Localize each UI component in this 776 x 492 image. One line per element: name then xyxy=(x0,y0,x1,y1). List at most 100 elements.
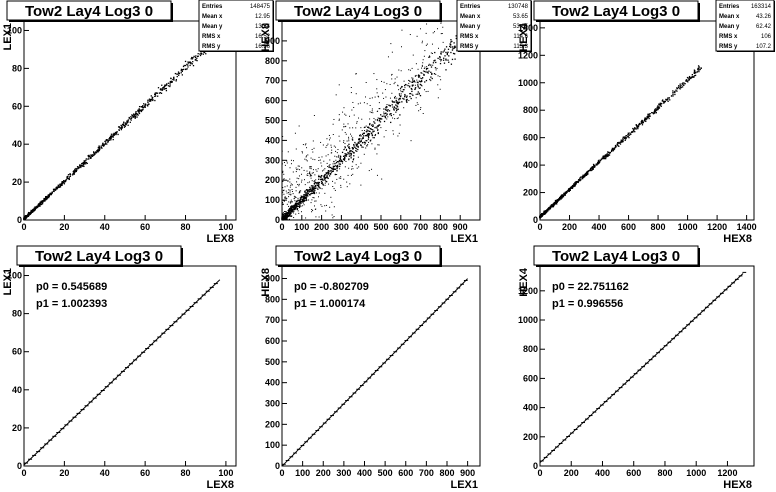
scatter-point xyxy=(82,165,84,167)
scatter-point xyxy=(293,160,295,162)
scatter-point xyxy=(321,178,323,180)
scatter-point xyxy=(313,147,315,149)
scatter-point xyxy=(301,179,303,181)
scatter-point xyxy=(665,98,667,101)
scatter-point xyxy=(366,103,368,105)
scatter-point xyxy=(352,147,354,149)
scatter-point xyxy=(313,183,315,185)
scatter-point xyxy=(98,149,100,152)
scatter-point xyxy=(450,41,452,43)
scatter-point xyxy=(580,179,582,181)
scatter-point xyxy=(406,100,408,102)
scatter-point xyxy=(433,73,436,75)
scatter-point xyxy=(355,73,357,75)
scatter-point xyxy=(133,114,135,116)
scatter-point xyxy=(117,133,119,136)
scatter-point xyxy=(693,76,695,78)
scatter-point xyxy=(55,188,57,190)
scatter-point xyxy=(574,184,576,186)
scatter-point xyxy=(678,87,680,89)
scatter-point xyxy=(590,167,592,169)
scatter-point xyxy=(187,61,189,63)
scatter-point xyxy=(440,79,442,81)
scatter-point xyxy=(366,140,368,142)
scatter-point xyxy=(637,127,639,130)
scatter-point xyxy=(697,69,699,71)
scatter-point xyxy=(282,203,284,205)
scatter-point xyxy=(421,65,423,67)
scatter-point xyxy=(445,58,447,60)
scatter-point xyxy=(299,191,301,193)
scatter-point xyxy=(327,170,330,172)
scatter-point xyxy=(607,153,609,156)
stats-label: Mean y xyxy=(202,24,223,30)
scatter-point xyxy=(313,192,316,195)
scatter-point xyxy=(401,46,403,48)
scatter-point xyxy=(366,129,368,131)
y-tick-label: 100 xyxy=(7,271,22,281)
scatter-point xyxy=(57,186,59,188)
scatter-point xyxy=(324,182,326,184)
scatter-point xyxy=(62,181,65,184)
scatter-point xyxy=(439,88,441,90)
scatter-point xyxy=(192,56,194,59)
stats-label: RMS x xyxy=(719,34,738,40)
scatter-point xyxy=(297,208,299,210)
scatter-point xyxy=(164,84,167,86)
scatter-point xyxy=(289,178,291,180)
scatter-point xyxy=(556,199,558,201)
scatter-point xyxy=(100,146,103,149)
scatter-point xyxy=(417,75,420,77)
stats-value: 43.26 xyxy=(756,14,772,20)
scatter-point xyxy=(66,177,68,179)
stats-label: RMS x xyxy=(202,34,221,40)
x-tick-label: 60 xyxy=(140,468,150,478)
scatter-point xyxy=(418,93,420,95)
x-tick-label: 400 xyxy=(592,222,607,232)
scatter-point xyxy=(344,166,346,168)
scatter-point xyxy=(339,155,342,157)
scatter-point xyxy=(312,151,314,153)
scatter-point xyxy=(190,62,192,64)
scatter-point xyxy=(329,139,331,141)
scatter-point xyxy=(306,192,308,194)
scatter-point xyxy=(386,113,388,115)
scatter-point xyxy=(643,118,646,121)
scatter-point xyxy=(181,70,183,73)
scatter-point xyxy=(382,92,384,94)
scatter-point xyxy=(338,84,340,86)
scatter-point xyxy=(689,77,692,80)
scatter-point xyxy=(573,183,576,185)
scatter-point xyxy=(571,187,573,190)
scatter-point xyxy=(385,112,387,114)
scatter-point xyxy=(178,72,180,74)
scatter-point xyxy=(333,160,335,163)
scatter-point xyxy=(680,84,682,87)
scatter-point xyxy=(293,212,295,214)
scatter-point xyxy=(327,177,329,179)
scatter-point xyxy=(374,96,376,98)
scatter-point xyxy=(630,133,632,135)
scatter-point xyxy=(99,147,101,149)
scatter-point xyxy=(157,95,159,97)
scatter-point xyxy=(311,199,313,201)
scatter-point xyxy=(548,207,551,209)
y-tick-label: 900 xyxy=(265,36,280,46)
scatter-point xyxy=(327,166,329,168)
scatter-point xyxy=(440,51,442,53)
scatter-point xyxy=(289,214,291,216)
scatter-point xyxy=(390,114,393,117)
scatter-point xyxy=(646,115,649,118)
scatter-point xyxy=(369,111,371,113)
scatter-point xyxy=(613,148,616,150)
scatter-point xyxy=(399,124,401,126)
scatter-point xyxy=(618,145,620,147)
scatter-point xyxy=(349,133,351,135)
scatter-point xyxy=(371,124,373,126)
scatter-point xyxy=(109,136,111,139)
scatter-point xyxy=(404,95,406,97)
scatter-point xyxy=(115,133,117,136)
scatter-point xyxy=(431,52,433,54)
scatter-point xyxy=(453,47,456,49)
scatter-point xyxy=(52,190,55,192)
